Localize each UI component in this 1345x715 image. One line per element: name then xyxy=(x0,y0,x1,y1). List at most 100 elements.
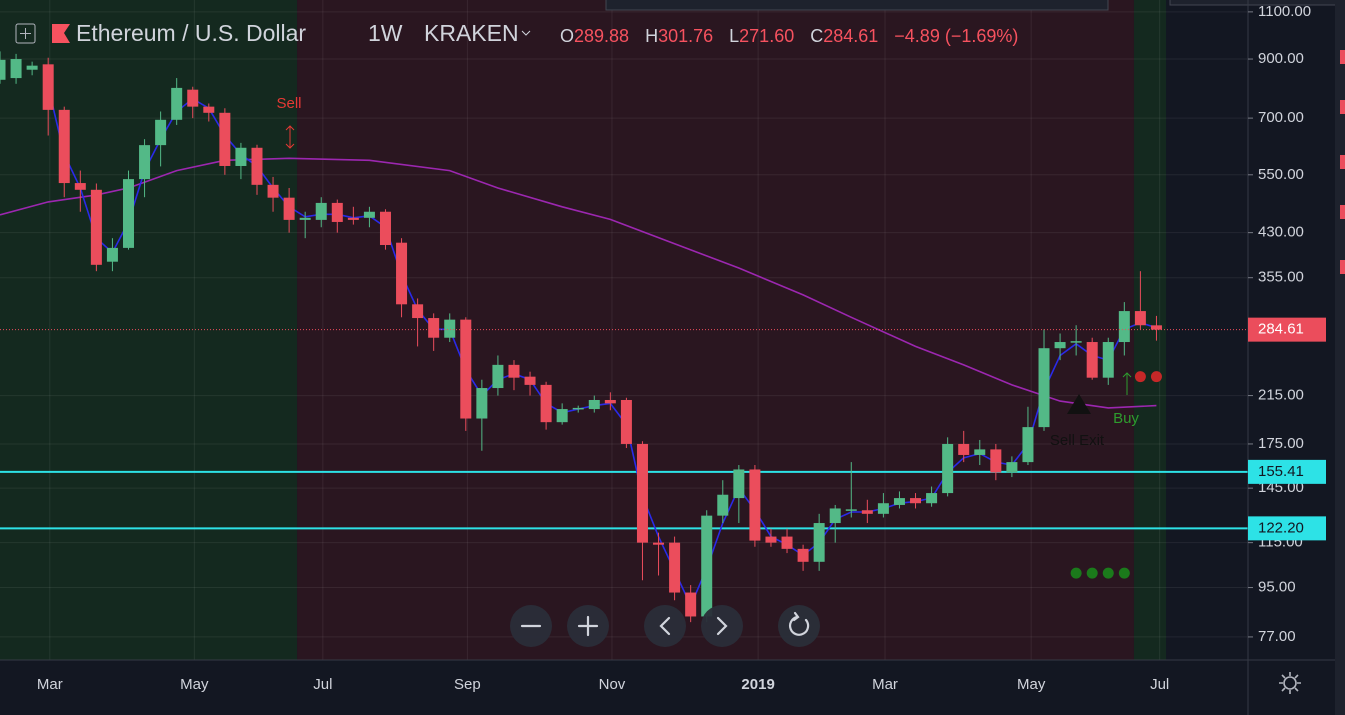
x-tick-label: Nov xyxy=(599,676,626,693)
candle-body xyxy=(877,503,889,514)
scroll-right-button[interactable] xyxy=(701,605,743,647)
candle-body xyxy=(476,388,488,419)
candle-body xyxy=(331,202,343,222)
annotation-arrow xyxy=(1122,372,1132,395)
annotation: Sell Exit xyxy=(1050,432,1105,449)
candle-body xyxy=(781,536,793,549)
candle-body xyxy=(1054,342,1066,349)
candle-body xyxy=(58,109,70,184)
level-label-box xyxy=(1248,459,1326,484)
ohlc-key: H xyxy=(645,26,658,46)
candle-body xyxy=(379,211,391,245)
candle-body xyxy=(492,364,504,389)
moving-average xyxy=(0,157,1157,409)
candle-body xyxy=(460,319,472,419)
candle-body xyxy=(1150,325,1162,330)
candle-body xyxy=(893,498,905,505)
candle-body xyxy=(396,242,408,305)
candle-body xyxy=(10,59,22,79)
chevron[interactable] xyxy=(521,30,531,36)
candle-body xyxy=(653,542,665,545)
signal-dot xyxy=(1086,567,1098,579)
candle-body xyxy=(444,319,456,338)
ohlc-key: O xyxy=(560,26,574,46)
candle-body xyxy=(155,119,167,146)
x-tick-label: Mar xyxy=(872,676,898,693)
y-tick-label: 700.00 xyxy=(1258,109,1304,126)
candle-body xyxy=(187,89,199,107)
signal-dot xyxy=(1118,567,1130,579)
candle-body xyxy=(363,211,375,218)
candle-body xyxy=(604,399,616,404)
position-zone xyxy=(1133,0,1167,660)
annotation-marker xyxy=(1067,394,1091,414)
candle-body xyxy=(90,189,102,265)
candle-body xyxy=(235,147,247,166)
candle-body xyxy=(797,548,809,562)
candle-body xyxy=(958,443,970,455)
candle-body xyxy=(861,510,873,514)
symbol-flag xyxy=(52,24,70,43)
header: Ethereum / U.S. Dollar 1W KRAKEN O289.88… xyxy=(15,20,1018,46)
interval[interactable]: 1W xyxy=(368,20,403,46)
y-tick-label: 77.00 xyxy=(1258,628,1296,645)
candle-body xyxy=(203,106,215,113)
y-tick-label: 550.00 xyxy=(1258,166,1304,183)
candle-body xyxy=(26,65,38,70)
candle-body xyxy=(1118,311,1130,343)
candle-body xyxy=(412,304,424,319)
candle-body xyxy=(139,145,151,180)
exchange: KRAKEN xyxy=(424,20,519,46)
candle-body xyxy=(42,64,54,110)
position-zone xyxy=(0,0,298,660)
y-tick-label: 355.00 xyxy=(1258,269,1304,286)
candle-body xyxy=(106,247,118,262)
add-icon[interactable] xyxy=(15,23,36,44)
y-tick-label: 175.00 xyxy=(1258,435,1304,452)
candle-body xyxy=(1102,342,1114,378)
last-price-box xyxy=(1248,317,1326,342)
x-tick-label: 2019 xyxy=(741,676,774,693)
ohlc-key: C xyxy=(810,26,823,46)
candle-body xyxy=(829,508,841,524)
ohlc-value: 289.88 xyxy=(574,26,629,46)
level-label-box xyxy=(1248,516,1326,541)
candle-body xyxy=(267,184,279,198)
candle-body xyxy=(701,515,713,617)
candle-body xyxy=(620,399,632,444)
side-strip xyxy=(1335,0,1345,715)
ohlc: O289.88 H301.76 L271.60 C284.61 −4.89 (−1.69… xyxy=(560,26,1018,46)
x-tick-label: Jul xyxy=(1150,676,1169,693)
candle-body xyxy=(685,592,697,617)
candle-body xyxy=(990,449,1002,473)
candle-body xyxy=(717,494,729,516)
candle-body xyxy=(1022,427,1034,463)
candle-body xyxy=(315,202,327,220)
y-tick-label: 95.00 xyxy=(1258,579,1296,596)
y-tick-label: 430.00 xyxy=(1258,224,1304,241)
candle-body xyxy=(942,443,954,494)
candle-body xyxy=(219,112,231,166)
annotation: Buy xyxy=(1113,410,1139,427)
candle-body xyxy=(1134,311,1146,326)
moving-average xyxy=(47,86,1157,608)
candle-body xyxy=(845,509,857,511)
level-label: 122.20 xyxy=(1258,519,1304,536)
ohlc-value: 271.60 xyxy=(739,26,794,46)
ohlc-value: 284.61 xyxy=(823,26,878,46)
candle-body xyxy=(1038,348,1050,428)
candle-body xyxy=(733,469,745,499)
reset-button[interactable] xyxy=(778,605,820,647)
candle-body xyxy=(508,364,520,378)
toolbar xyxy=(1169,0,1345,6)
candle-body xyxy=(1070,341,1082,343)
scroll-left-button[interactable] xyxy=(644,605,686,647)
candle-body xyxy=(572,407,584,410)
toolbar xyxy=(605,0,1109,11)
add-icon xyxy=(20,28,31,39)
settings-icon[interactable] xyxy=(1279,672,1301,694)
candle-body xyxy=(765,536,777,543)
candle-body xyxy=(636,443,648,543)
side-tabs xyxy=(1340,50,1345,274)
